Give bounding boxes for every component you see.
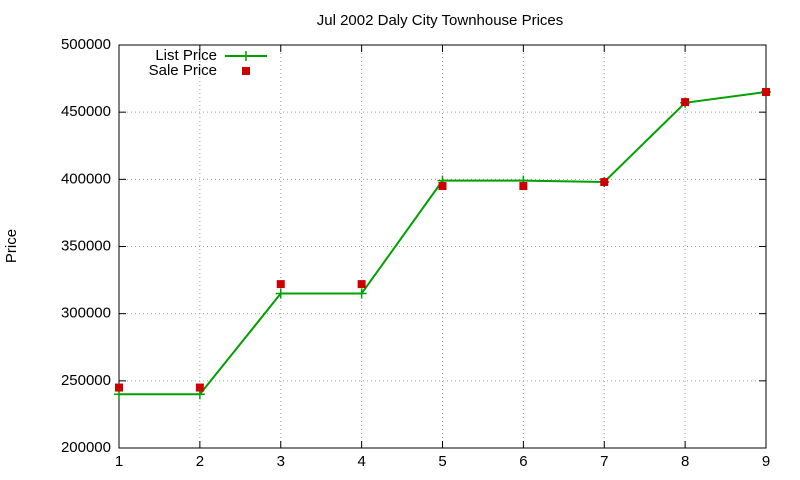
legend-label: Sale Price [149,62,217,79]
x-tick-label: 6 [519,453,527,470]
x-tick-label: 7 [600,453,608,470]
data-point [276,280,285,289]
data-point [357,280,366,289]
data-point [438,182,447,191]
x-tick-label: 1 [115,453,123,470]
legend-marker [241,51,251,61]
data-point [195,383,204,392]
y-tick-label: 350000 [61,237,111,254]
chart-title: Jul 2002 Daly City Townhouse Prices [317,12,564,29]
data-point [356,288,367,299]
legend-marker [242,67,250,75]
x-tick-label: 5 [438,453,446,470]
y-tick-label: 300000 [61,305,111,322]
x-tick-label: 4 [357,453,365,470]
y-tick-label: 250000 [61,372,111,389]
data-point [600,178,609,187]
x-tick-label: 9 [762,453,770,470]
data-point [275,288,286,299]
data-point [762,88,770,97]
y-tick-label: 200000 [61,439,111,456]
legend-label: List Price [155,47,217,64]
x-tick-label: 8 [681,453,689,470]
data-point [115,383,123,392]
data-point [519,182,528,191]
data-point [681,98,690,107]
plot-border [118,44,767,449]
y-tick-label: 500000 [61,36,111,53]
y-tick-label: 450000 [61,103,111,120]
y-tick-label: 400000 [61,170,111,187]
x-tick-label: 3 [277,453,285,470]
x-tick-label: 2 [196,453,204,470]
y-axis-label: Price [3,229,20,263]
